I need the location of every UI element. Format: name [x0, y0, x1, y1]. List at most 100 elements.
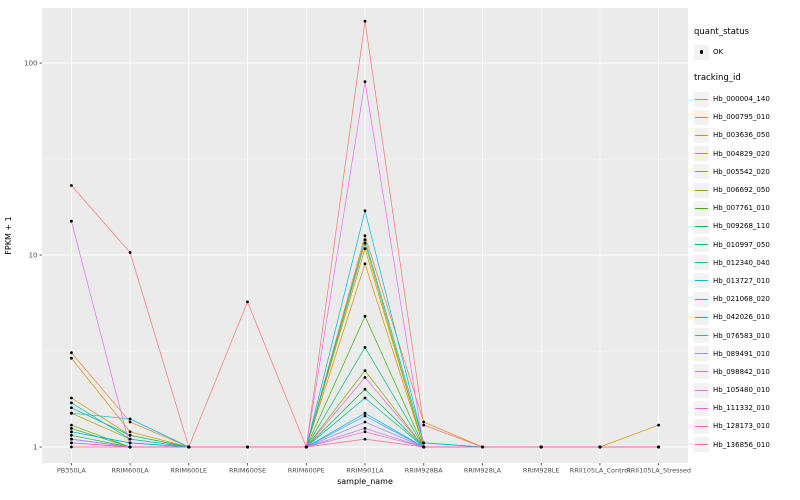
data-point	[70, 351, 73, 355]
data-point	[363, 430, 367, 434]
series-color-swatch	[695, 353, 708, 355]
legend-item-Hb_003636_050: Hb_003636_050	[694, 126, 800, 144]
data-point	[70, 423, 73, 427]
legend-label: Hb_111332_010	[713, 404, 770, 413]
x-tick-label: RRIM928LA	[464, 467, 502, 475]
data-point	[128, 441, 132, 445]
legend-item-Hb_105480_010: Hb_105480_010	[694, 381, 800, 399]
ok-point-symbol-icon	[694, 44, 709, 60]
data-point	[363, 369, 367, 372]
series-color-swatch	[695, 225, 708, 227]
legend-item-Hb_111332_010: Hb_111332_010	[694, 399, 800, 417]
legend-item-ok: OK	[694, 44, 800, 60]
data-point	[70, 356, 73, 360]
series-color-swatch	[695, 280, 708, 282]
y-tick-label: 10	[29, 252, 38, 260]
legend-item-Hb_007761_010: Hb_007761_010	[694, 199, 800, 217]
legend-title-tracking-id: tracking_id	[694, 73, 741, 83]
legend-key-line-icon	[694, 237, 709, 253]
series-color-swatch	[695, 98, 708, 100]
legend-label: Hb_005542_020	[713, 167, 770, 176]
legend-quant-status: quant_status OK	[694, 27, 800, 60]
legend-item-Hb_010997_050: Hb_010997_050	[694, 236, 800, 254]
series-color-swatch	[695, 407, 708, 409]
legend-key-line-icon	[694, 182, 709, 198]
data-point	[363, 437, 367, 441]
data-point	[422, 441, 426, 445]
series-color-swatch	[695, 371, 708, 373]
series-color-swatch	[695, 335, 708, 337]
data-point	[539, 445, 543, 449]
data-point	[363, 396, 367, 400]
data-point	[363, 234, 367, 238]
legend-item-Hb_012340_040: Hb_012340_040	[694, 254, 800, 272]
legend-key-line-icon	[694, 382, 709, 398]
legend-key-line-icon	[694, 328, 709, 344]
legend-item-Hb_005542_020: Hb_005542_020	[694, 163, 800, 181]
data-point	[128, 430, 132, 434]
x-tick-label: RRIM600PE	[288, 467, 325, 475]
data-point	[422, 420, 426, 424]
legend-item-Hb_006692_050: Hb_006692_050	[694, 181, 800, 199]
data-point	[70, 437, 73, 441]
data-point	[187, 445, 191, 449]
data-point	[422, 423, 426, 427]
x-tick-label: RRIM928BA	[405, 467, 443, 475]
legend-label: Hb_009268_110	[713, 222, 770, 231]
data-point	[363, 19, 367, 23]
legend-item-Hb_000004_140: Hb_000004_140	[694, 90, 800, 108]
data-point	[363, 387, 367, 391]
legend-key-line-icon	[694, 364, 709, 380]
legend-item-Hb_136856_010: Hb_136856_010	[694, 436, 800, 454]
legend-title-quant-status: quant_status	[694, 27, 750, 37]
legend-label: Hb_000004_140	[713, 95, 770, 104]
legend-item-Hb_042026_010: Hb_042026_010	[694, 308, 800, 326]
legend-item-Hb_021068_020: Hb_021068_020	[694, 290, 800, 308]
series-color-swatch	[695, 316, 708, 318]
series-color-swatch	[695, 262, 708, 264]
legend-key-line-icon	[694, 273, 709, 289]
legend-key-line-icon	[694, 146, 709, 162]
data-point	[481, 445, 484, 449]
data-point	[128, 433, 132, 437]
data-point	[363, 314, 367, 318]
legend-item-Hb_076583_010: Hb_076583_010	[694, 326, 800, 344]
data-point	[70, 219, 73, 223]
legend-tracking-id: tracking_id Hb_000004_140 Hb_000795_010 Hb…	[694, 73, 800, 454]
legend-item-Hb_009268_110: Hb_009268_110	[694, 217, 800, 235]
data-point	[70, 406, 73, 410]
data-point	[598, 445, 602, 449]
legend-item-Hb_098842_010: Hb_098842_010	[694, 363, 800, 381]
data-point	[70, 401, 73, 405]
legend-label: Hb_136856_010	[713, 440, 770, 449]
legend-key-line-icon	[694, 127, 709, 143]
x-tick-label: RRIM901LA	[346, 467, 384, 475]
data-point	[363, 346, 367, 349]
series-color-swatch	[695, 298, 708, 300]
y-tick-label: 1	[33, 444, 37, 452]
data-point	[70, 433, 73, 437]
data-point	[246, 445, 249, 449]
x-tick-label: RRIM928LE	[523, 467, 560, 475]
series-color-swatch	[695, 171, 708, 173]
x-tick-label: RRIM600LE	[170, 467, 207, 475]
data-point	[70, 427, 73, 430]
x-tick-label: RRII105LA_Stressed	[626, 467, 691, 475]
data-point	[128, 251, 132, 254]
data-point	[70, 441, 73, 445]
series-color-swatch	[695, 425, 708, 427]
legend-item-Hb_013727_010: Hb_013727_010	[694, 272, 800, 290]
data-point	[422, 445, 426, 449]
data-point	[363, 209, 367, 213]
data-point	[128, 420, 132, 424]
legend-label: Hb_004829_020	[713, 149, 770, 158]
legend-label: Hb_003636_050	[713, 131, 770, 140]
data-point	[363, 411, 367, 415]
data-point	[70, 396, 73, 400]
legend-label: Hb_128173_010	[713, 422, 770, 431]
plot-area: 1 10 100 PB350LA RRIM600LA RRIM600LE RRIM600SE…	[4, 8, 691, 486]
legend-key-line-icon	[694, 309, 709, 325]
data-point	[70, 411, 73, 415]
legend-key-line-icon	[694, 255, 709, 271]
